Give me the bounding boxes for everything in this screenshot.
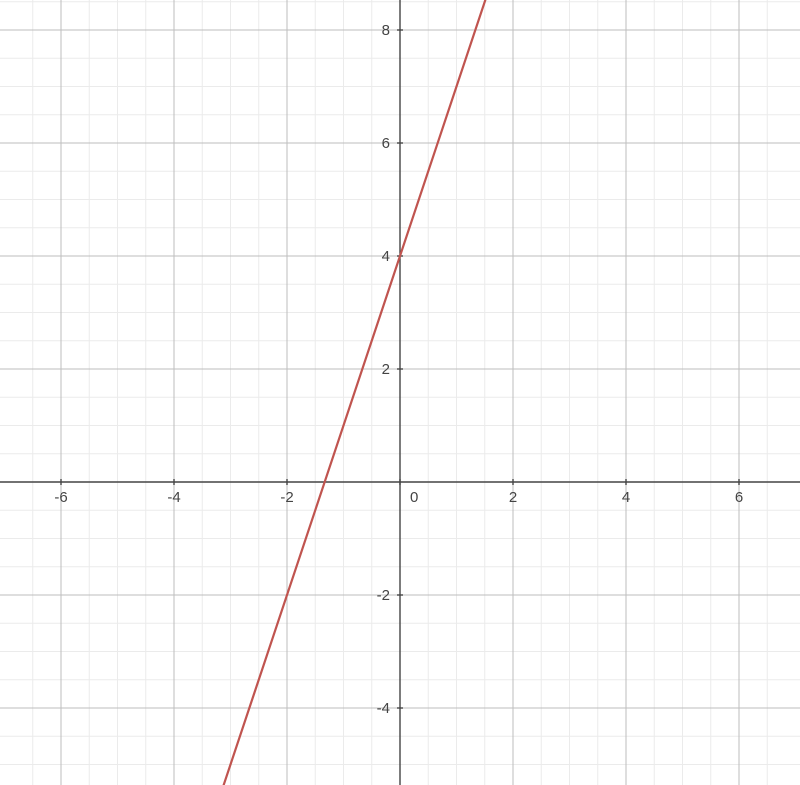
- x-tick-label: 0: [410, 489, 418, 506]
- x-tick-label: -2: [280, 489, 293, 506]
- y-tick-label: -4: [377, 700, 390, 717]
- y-tick-label: 6: [382, 135, 390, 152]
- x-tick-label: 4: [622, 489, 630, 506]
- x-tick-label: -6: [54, 489, 67, 506]
- y-tick-label: 8: [382, 22, 390, 39]
- x-tick-label: -4: [167, 489, 180, 506]
- x-tick-label: 6: [735, 489, 743, 506]
- x-tick-label: 2: [509, 489, 517, 506]
- y-tick-label: 2: [382, 361, 390, 378]
- y-tick-label: 4: [382, 248, 390, 265]
- line-chart: -6 -4 -2 0 2 4 6 -4 -2 2 4 6 8: [0, 0, 800, 785]
- y-tick-label: -2: [377, 587, 390, 604]
- chart-svg: -6 -4 -2 0 2 4 6 -4 -2 2 4 6 8: [0, 0, 800, 785]
